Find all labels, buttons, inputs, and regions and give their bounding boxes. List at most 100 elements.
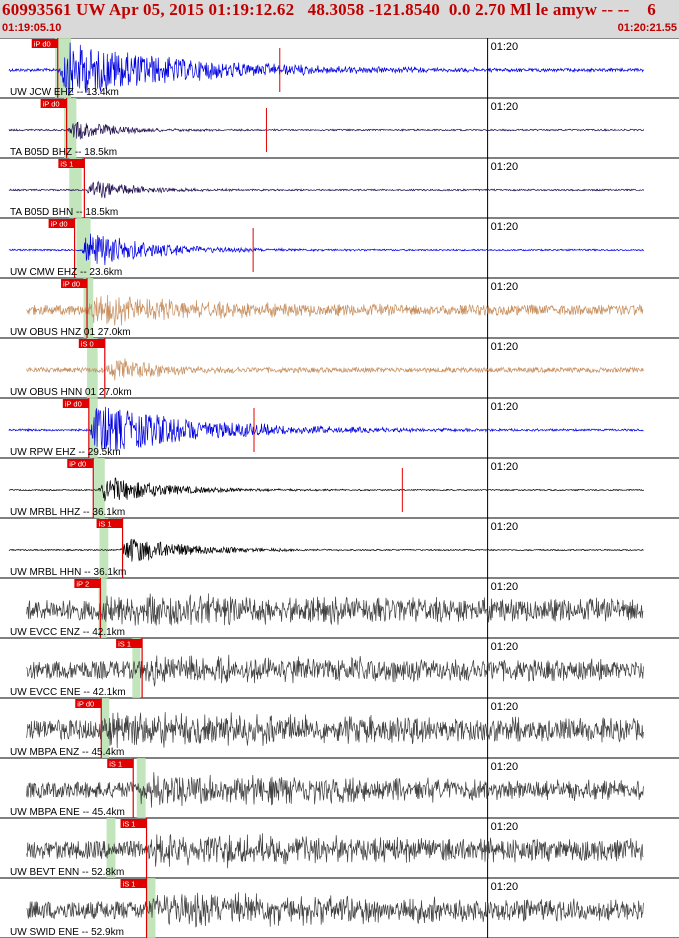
trace-panel[interactable]: 01:20 iP d0 UW RPW EHZ -- 29.5km — [0, 398, 679, 459]
trace-panel[interactable]: 01:20 iP d0 UW OBUS HNZ 01 27.0km — [0, 278, 679, 339]
minute-label: 01:20 — [491, 881, 519, 893]
minute-label: 01:20 — [491, 101, 519, 113]
waveform — [8, 233, 644, 266]
pick-flag — [67, 459, 94, 468]
waveform — [8, 406, 644, 451]
trace-panel[interactable]: 01:20 iP d0 UW MBPA ENZ -- 45.4km — [0, 698, 679, 759]
channel-label: UW MRBL HHN -- 36.1km — [10, 567, 126, 578]
pick-flag — [78, 339, 105, 348]
trace-panel[interactable]: 01:20 iS 1 UW SWID ENE -- 52.9km — [0, 878, 679, 938]
pick-window — [94, 458, 105, 518]
pick-flag — [116, 639, 143, 648]
pick-window — [55, 38, 72, 98]
pick-flag — [107, 759, 134, 768]
trace-panel[interactable]: 01:20 iP d0 TA B05D BHZ -- 18.5km — [0, 98, 679, 159]
trace-panel[interactable]: 01:20 iS 1 UW MBPA ENE -- 45.4km — [0, 758, 679, 819]
minute-label: 01:20 — [491, 461, 519, 473]
pick-flag — [120, 879, 147, 888]
minute-label: 01:20 — [491, 821, 519, 833]
channel-label: UW JCW EHZ -- 13.4km — [10, 87, 119, 98]
minute-label: 01:20 — [491, 521, 519, 533]
minute-label: 01:20 — [491, 401, 519, 413]
pick-label: iS 1 — [60, 160, 73, 169]
channel-label: UW MBPA ENE -- 45.4km — [10, 807, 125, 818]
waveform — [26, 294, 644, 326]
trace-panel[interactable]: 01:20 iS 1 UW MRBL HHN -- 36.1km — [0, 518, 679, 579]
trace-panel[interactable]: 01:20 iS 0 UW OBUS HNN 01 27.0km — [0, 338, 679, 399]
pick-flag — [120, 819, 147, 828]
start-time: 01:19:05.10 — [2, 22, 62, 34]
minute-label: 01:20 — [491, 161, 519, 173]
waveform — [26, 712, 644, 749]
channel-label: UW OBUS HNN 01 27.0km — [10, 387, 132, 398]
minute-label: 01:20 — [491, 761, 519, 773]
trace-panel[interactable]: 01:20 iS 1 UW BEVT ENN -- 52.8km — [0, 818, 679, 879]
pick-label: iP d0 — [69, 460, 86, 469]
channel-label: UW RPW EHZ -- 29.5km — [10, 447, 121, 458]
pick-flag — [48, 219, 75, 228]
end-time: 01:20:21.55 — [617, 22, 677, 34]
trace-panel[interactable]: 01:20 iS 1 UW EVCC ENE -- 42.1km — [0, 638, 679, 699]
pick-label: iP d0 — [51, 220, 68, 229]
channel-label: UW CMW EHZ -- 23.6km — [10, 267, 122, 278]
waveform — [26, 358, 644, 381]
pick-label: iS 1 — [99, 520, 112, 529]
pick-window — [106, 818, 116, 878]
pick-window — [98, 578, 107, 638]
trace-panel[interactable]: 01:20 iP d0 UW MRBL HHZ -- 36.1km — [0, 458, 679, 519]
waveform — [26, 654, 644, 687]
pick-flag — [58, 159, 85, 168]
waveform — [8, 121, 645, 140]
pick-label: iP 2 — [76, 580, 89, 589]
channel-label: TA B05D BHZ -- 18.5km — [10, 147, 117, 158]
pick-label: iS 1 — [123, 880, 136, 889]
minute-label: 01:20 — [491, 341, 519, 353]
trace-panel[interactable]: 01:20 iS 1 TA B05D BHN -- 18.5km — [0, 158, 679, 219]
trace-panel[interactable]: 01:20 iP d0 UW JCW EHZ -- 13.4km — [0, 38, 679, 99]
pick-label: iP d0 — [77, 700, 94, 709]
pick-window — [69, 158, 82, 218]
pick-flag — [31, 39, 58, 48]
pick-window — [87, 338, 98, 398]
pick-label: iS 0 — [81, 340, 94, 349]
minute-label: 01:20 — [491, 41, 519, 53]
channel-label: TA B05D BHN -- 18.5km — [10, 207, 118, 218]
pick-label: iS 1 — [109, 760, 122, 769]
pick-flag — [62, 399, 89, 408]
waveform — [8, 180, 645, 199]
channel-label: UW MRBL HHZ -- 36.1km — [10, 507, 125, 518]
event-header: 60993561 UW Apr 05, 2015 01:19:12.62 48.… — [0, 0, 679, 39]
pick-window — [76, 218, 91, 278]
pick-window — [132, 638, 141, 698]
pick-flag — [61, 279, 88, 288]
waveform — [8, 477, 644, 502]
trace-panel[interactable]: 01:20 iP d0 UW CMW EHZ -- 23.6km — [0, 218, 679, 279]
waveform — [26, 593, 644, 626]
channel-label: UW EVCC ENE -- 42.1km — [10, 687, 126, 698]
seismogram-plot[interactable]: 01:20 iP d0 UW JCW EHZ -- 13.4km 01:20 iP d0… — [0, 38, 679, 938]
waveform — [26, 772, 644, 808]
minute-label: 01:20 — [491, 641, 519, 653]
channel-label: UW BEVT ENN -- 52.8km — [10, 867, 124, 878]
pick-flag — [75, 699, 102, 708]
event-title: 60993561 UW Apr 05, 2015 01:19:12.62 48.… — [2, 0, 656, 19]
waveform — [26, 833, 644, 869]
pick-label: iS 1 — [118, 640, 131, 649]
pick-flag — [40, 99, 67, 108]
pick-label: iP d0 — [43, 100, 60, 109]
pick-window — [146, 878, 156, 938]
pick-flag — [96, 519, 123, 528]
minute-label: 01:20 — [491, 221, 519, 233]
waveform — [8, 42, 644, 97]
pick-window — [136, 758, 146, 818]
minute-label: 01:20 — [491, 281, 519, 293]
channel-label: UW OBUS HNZ 01 27.0km — [10, 327, 131, 338]
trace-panel[interactable]: 01:20 iP 2 UW EVCC ENZ -- 42.1km — [0, 578, 679, 639]
pick-label: iP d0 — [63, 280, 80, 289]
waveform — [26, 892, 644, 928]
minute-label: 01:20 — [491, 701, 519, 713]
pick-label: iP d0 — [65, 400, 82, 409]
pick-window — [101, 698, 110, 758]
minute-label: 01:20 — [491, 581, 519, 593]
channel-label: UW EVCC ENZ -- 42.1km — [10, 627, 125, 638]
